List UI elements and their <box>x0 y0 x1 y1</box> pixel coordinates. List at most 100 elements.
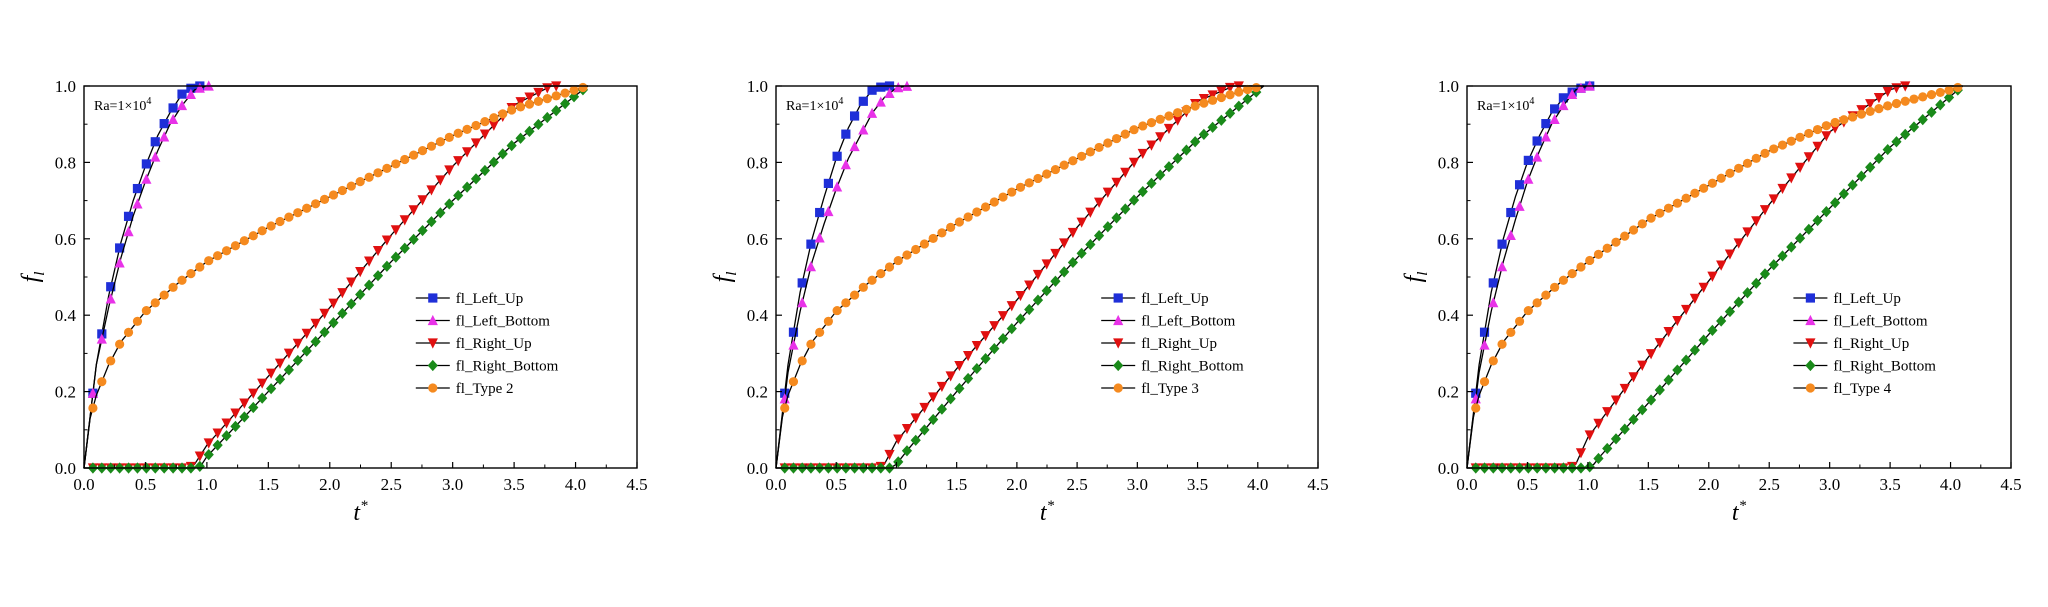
data-point <box>797 297 808 308</box>
legend: fl_Left_Up fl_Left_Bottom fl_Right_Up fl_Ri… <box>415 291 559 397</box>
data-point <box>524 125 535 137</box>
data-point <box>524 99 535 109</box>
legend-item: fl_Right_Up <box>1793 336 1909 352</box>
data-point <box>919 239 930 249</box>
data-point <box>1707 178 1718 188</box>
legend-marker <box>1113 359 1124 372</box>
data-point <box>123 226 134 237</box>
data-point <box>1830 117 1840 128</box>
legend-label: fl_Type 2 <box>456 381 514 397</box>
data-point <box>301 345 312 357</box>
data-point <box>1514 316 1525 326</box>
data-point <box>203 448 214 461</box>
data-point <box>1786 136 1796 146</box>
data-point <box>1891 136 1902 148</box>
data-point <box>1724 249 1736 260</box>
data-point <box>1637 360 1648 371</box>
legend-item: fl_Left_Bottom <box>415 314 550 330</box>
data-point <box>823 178 833 189</box>
data-point <box>470 173 482 185</box>
data-point <box>998 192 1008 202</box>
data-point <box>1059 238 1070 249</box>
data-point <box>274 373 286 385</box>
x-tick-label: 4.0 <box>1940 475 1961 494</box>
data-point <box>902 250 912 260</box>
data-point <box>1900 96 1910 106</box>
data-point <box>1900 128 1911 140</box>
data-point <box>114 257 125 268</box>
data-point <box>293 208 303 218</box>
ra-annotation-exp: 4 <box>146 96 151 107</box>
data-point <box>919 424 930 436</box>
legend-marker <box>1113 338 1124 349</box>
data-point <box>1883 101 1893 111</box>
data-point <box>893 434 904 445</box>
y-axis-title: fl <box>1401 272 1431 283</box>
data-point <box>355 267 366 278</box>
legend-item: fl_Right_Bottom <box>1101 359 1244 375</box>
data-point <box>275 216 285 227</box>
data-point <box>498 109 508 119</box>
data-point <box>177 89 187 99</box>
data-point <box>1742 227 1753 238</box>
data-point <box>337 288 348 299</box>
data-point <box>1786 173 1797 184</box>
legend-item: fl_Left_Bottom <box>1101 314 1236 330</box>
data-point <box>105 293 116 304</box>
data-point <box>230 420 241 432</box>
data-point <box>1646 213 1656 223</box>
data-point <box>1707 271 1718 282</box>
data-point <box>1085 147 1095 157</box>
data-point <box>186 83 196 93</box>
data-point <box>876 82 886 92</box>
data-point <box>462 124 472 134</box>
legend-label: fl_Type 4 <box>1833 381 1891 397</box>
data-point <box>221 430 232 442</box>
data-point <box>381 235 393 246</box>
data-point <box>1068 156 1078 166</box>
data-point <box>1479 327 1490 337</box>
data-point <box>372 270 384 282</box>
legend-marker <box>1805 383 1815 393</box>
data-point <box>194 82 205 93</box>
data-point <box>788 377 799 387</box>
data-point <box>1794 162 1806 174</box>
legend-item: fl_Type 3 <box>1101 381 1199 397</box>
data-point <box>265 383 277 395</box>
data-point <box>1163 161 1175 173</box>
data-point <box>1567 88 1578 100</box>
legend-item: fl_Left_Up <box>1101 291 1209 307</box>
series-5 <box>775 82 1264 469</box>
data-point <box>1689 344 1700 356</box>
x-tick-label: 0.0 <box>765 475 786 494</box>
data-point <box>1050 248 1061 260</box>
data-point <box>1208 95 1218 105</box>
data-point <box>1681 354 1692 366</box>
data-point <box>444 198 455 210</box>
data-point <box>337 185 347 196</box>
legend-label: fl_Right_Up <box>1141 336 1217 352</box>
data-point <box>1190 136 1201 148</box>
data-point <box>1944 85 1954 95</box>
data-point <box>533 87 544 99</box>
data-point <box>426 216 437 228</box>
plot-frame <box>1466 85 2012 469</box>
data-point <box>159 131 170 142</box>
data-point <box>1628 225 1639 235</box>
data-point <box>444 165 455 176</box>
data-point <box>1015 290 1026 302</box>
data-point <box>779 393 790 404</box>
data-point <box>310 335 321 348</box>
data-point <box>1567 269 1577 279</box>
data-point <box>257 392 268 404</box>
data-point <box>177 275 187 285</box>
data-point <box>230 408 241 419</box>
data-point <box>963 351 974 362</box>
data-point <box>1689 293 1700 304</box>
data-point <box>248 231 258 241</box>
data-point <box>1602 243 1612 253</box>
data-point <box>203 438 214 449</box>
data-point <box>1786 241 1797 253</box>
data-point <box>911 244 921 255</box>
data-point <box>1812 124 1823 135</box>
